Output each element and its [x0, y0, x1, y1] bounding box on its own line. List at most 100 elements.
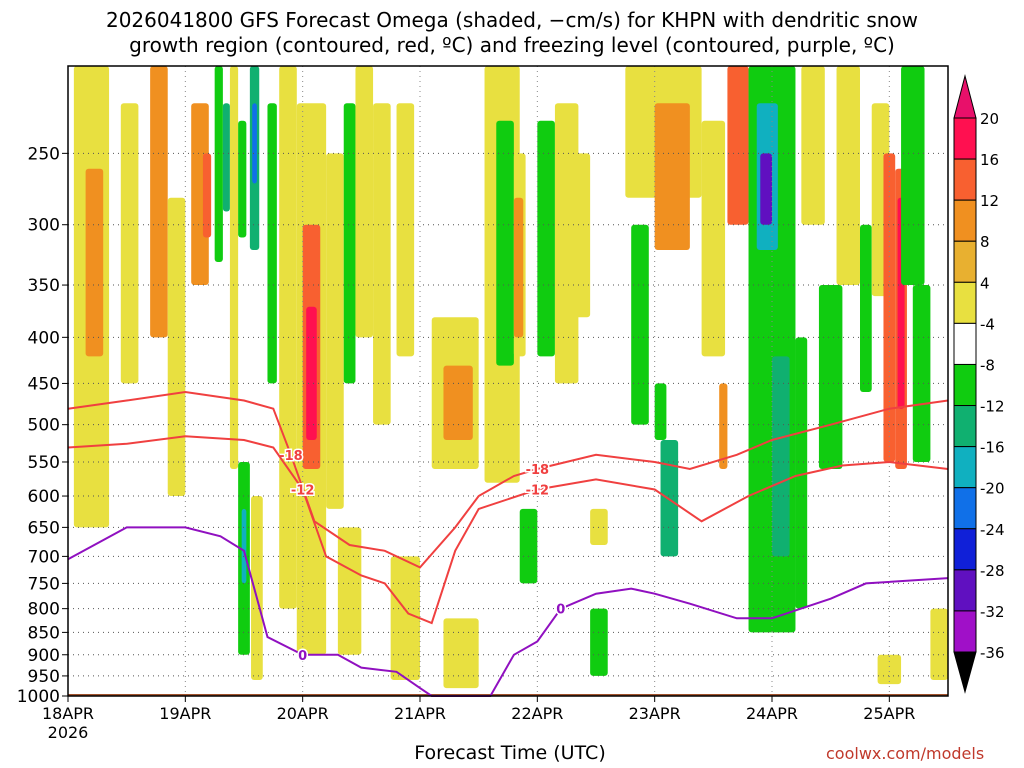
x-tick-label: 20APR: [277, 704, 329, 723]
omega-cell: [443, 618, 479, 689]
omega-cell: [912, 285, 931, 462]
colorbar-tick-label: -12: [980, 398, 1005, 416]
omega-cell: [719, 383, 728, 470]
x-tick-label: 23APR: [629, 704, 681, 723]
colorbar-tick-label: -24: [980, 521, 1005, 539]
x-tick-label: 18APR: [42, 704, 94, 723]
colorbar-tick-label: 20: [980, 110, 999, 128]
omega-cell: [590, 608, 608, 676]
y-tick-label: 1000: [17, 687, 60, 707]
colorbar-bin: [953, 446, 977, 489]
colorbar-bin: [953, 322, 977, 365]
omega-cell: [760, 153, 772, 225]
omega-cell: [537, 120, 555, 357]
omega-cell: [772, 356, 790, 557]
x-tick-label: 25APR: [863, 704, 915, 723]
omega-cell: [443, 365, 473, 441]
omega-cell: [373, 103, 391, 425]
y-tick-label: 650: [28, 518, 60, 538]
colorbar-bin: [953, 240, 977, 283]
omega-cell: [306, 306, 317, 441]
credit-text: coolwx.com/models: [826, 744, 985, 763]
omega-cell: [396, 103, 415, 357]
contour-label: -18: [526, 463, 550, 478]
y-tick-label: 950: [28, 667, 60, 687]
omega-cell: [390, 556, 420, 681]
omega-cell: [727, 66, 749, 225]
colorbar-top-arrow: [953, 74, 977, 119]
omega-cell: [877, 654, 902, 685]
omega-cell: [901, 66, 925, 286]
omega-cell: [836, 66, 860, 286]
omega-cell: [238, 120, 247, 238]
y-tick-label: 850: [28, 623, 60, 643]
omega-cell: [654, 103, 690, 250]
y-tick-label: 600: [28, 487, 60, 507]
colorbar-tick-label: -36: [980, 644, 1005, 662]
contour--12: [67, 435, 949, 625]
omega-cell: [801, 66, 825, 225]
omega-cell: [795, 337, 808, 609]
y-tick-label: 800: [28, 600, 60, 620]
x-tick-label: 19APR: [159, 704, 211, 723]
y-tick-label: 500: [28, 416, 60, 436]
contour-label: 0: [298, 649, 307, 664]
y-tick-label: 550: [28, 453, 60, 473]
colorbar-bin: [953, 487, 977, 530]
contour-label: -18: [279, 449, 303, 464]
omega-cell: [496, 120, 514, 366]
y-tick-label: 250: [28, 144, 60, 164]
x-tick-label: 22APR: [511, 704, 563, 723]
omega-cell: [222, 103, 230, 212]
colorbar-bin: [953, 610, 977, 653]
plot-frame: [67, 65, 949, 697]
grid-lines: [67, 66, 948, 697]
omega-cell: [566, 153, 591, 318]
colorbar-bin: [953, 199, 977, 242]
omega-cell: [229, 66, 239, 470]
omega-cell: [252, 103, 257, 184]
omega-cell: [337, 527, 362, 655]
chart-title-line2: growth region (contoured, red, ºC) and f…: [129, 33, 895, 57]
colorbar-bin: [953, 281, 977, 324]
colorbar-bin: [953, 569, 977, 612]
omega-cell: [214, 66, 223, 263]
contour-label: -12: [291, 483, 315, 498]
colorbar-tick-label: -28: [980, 562, 1005, 580]
colorbar-tick-label: 16: [980, 151, 999, 169]
y-tick-label: 750: [28, 574, 60, 594]
x-tick-sublabel: 2026: [48, 723, 89, 742]
y-tick-label: 700: [28, 547, 60, 567]
colorbar-bin: [953, 158, 977, 201]
colorbar-bin: [953, 363, 977, 407]
y-tick-label: 900: [28, 646, 60, 666]
omega-cell: [654, 383, 667, 441]
colorbar-tick-label: 12: [980, 192, 999, 210]
omega-cell: [241, 508, 247, 584]
x-tick-label: 24APR: [746, 704, 798, 723]
omega-cell: [355, 66, 374, 338]
colorbar-tick-label: -20: [980, 480, 1005, 498]
omega-cell: [85, 168, 104, 357]
contour-label: -12: [526, 483, 550, 498]
omega-cell: [120, 103, 139, 384]
colorbar-tick-label: -4: [980, 315, 995, 333]
omega-cell: [150, 66, 168, 338]
ground-band: [68, 694, 948, 696]
omega-cell: [267, 103, 277, 384]
colorbar: 20 16 12 8 4 -4 -8 -12 -16 -20 -24 -28 -32 -36: [953, 74, 1005, 694]
colorbar-bin: [953, 405, 977, 448]
omega-cell: [519, 508, 538, 584]
colorbar-tick-label: -32: [980, 603, 1005, 621]
omega-cell: [343, 103, 356, 384]
omega-cell: [326, 153, 344, 509]
x-tick-label: 21APR: [394, 704, 446, 723]
omega-cell: [202, 153, 212, 238]
y-tick-label: 400: [28, 328, 60, 348]
colorbar-bottom-arrow: [953, 651, 977, 694]
omega-cell: [631, 224, 649, 425]
colorbar-tick-label: 4: [980, 274, 990, 292]
omega-cell: [167, 197, 186, 497]
omega-cell: [191, 103, 209, 286]
